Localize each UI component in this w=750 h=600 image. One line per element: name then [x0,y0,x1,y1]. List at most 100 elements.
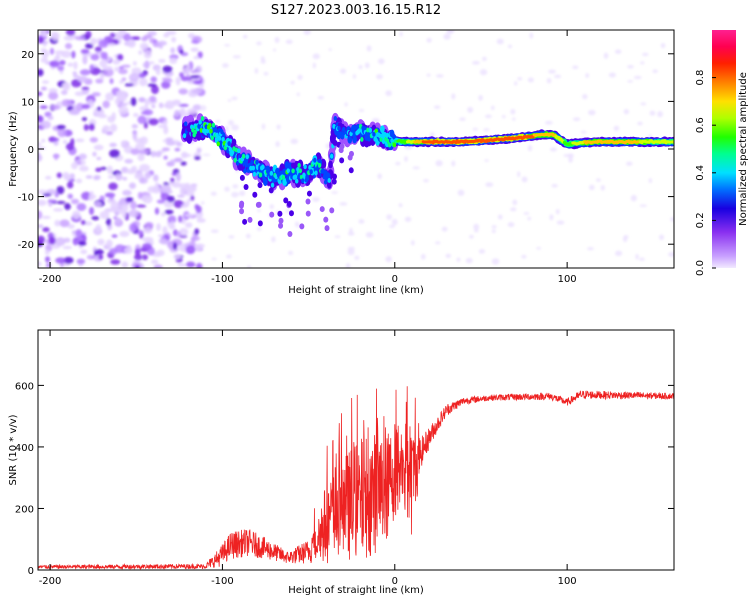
spectrogram-noise-blob [276,124,281,130]
spectrogram-noise-blob [180,76,190,82]
spectrogram-ridge-cell [202,128,206,134]
spectrogram-ridge-cell [278,222,284,229]
spectrogram-ridge-cell [235,160,240,166]
spectrogram-noise-blob [198,84,204,89]
spectrogram-noise-blob [642,52,649,57]
spectrogram-noise-blob [622,236,628,243]
spectrogram-noise-blob [582,94,588,100]
spectrogram-noise-blob [231,191,239,198]
spectrogram-ridge-cell [338,147,344,154]
spectrogram-ridge-cell [308,164,312,170]
spectrogram-noise-blob [377,58,385,65]
spectrogram-x-axis-label: Height of straight line (km) [288,285,424,296]
spectrogram-noise-blob [596,178,601,182]
spectrogram-noise-blob [257,209,261,213]
spectrogram-noise-blob [426,37,432,43]
spectrogram-ridge-cell [309,169,313,175]
spectrogram-noise-blob [88,196,94,201]
spectrogram-noise-blob [96,156,102,161]
spectrogram-noise-blob [110,259,121,265]
spectrogram-noise-blob [637,121,643,126]
spectrogram-noise-blob [179,186,184,196]
spectrogram-noise-blob [134,254,143,261]
spectrogram-noise-blob [143,122,148,129]
spectrogram-noise-blob [167,215,177,224]
spectrogram-noise-blob [630,194,637,202]
spectrogram-noise-blob [57,128,67,138]
spectrogram-ridge-cell [323,216,329,223]
spectrogram-noise-blob [48,236,56,245]
spectrogram-noise-blob [141,254,149,261]
spectrogram-noise-blob [139,42,149,51]
spectrogram-noise-blob [484,159,489,162]
spectrogram-ridge-cell [278,217,284,224]
spectrogram-noise-blob [185,245,196,255]
spectrogram-ridge-cell [337,125,341,131]
spectrogram-noise-blob [157,124,168,129]
spectrogram-noise-blob [156,223,161,231]
spectrogram-noise-blob [172,242,178,250]
spectrogram-noise-blob [478,95,483,101]
spectrogram-noise-blob [623,109,630,115]
spectrogram-noise-blob [231,124,239,131]
spectrogram-noise-blob [640,61,645,65]
spectrogram-noise-blob [497,214,503,220]
spectrogram-noise-blob [183,184,192,191]
spectrogram-ridge-cell [297,162,301,168]
spectrogram-noise-blob [80,249,88,255]
spectrogram-ridge-cell [258,172,263,178]
spectrogram-noise-blob [98,254,104,260]
spectrogram-x-tick-label: -200 [39,274,62,285]
spectrogram-noise-blob [626,161,633,166]
spectrogram-noise-blob [118,68,128,75]
colorbar-tick-label: 0.0 [695,260,706,276]
spectrogram-noise-blob [391,218,398,226]
spectrogram-noise-blob [121,261,129,268]
spectrogram-ridge-cell [287,231,293,238]
spectrogram-ridge-cell [373,136,377,142]
spectrogram-noise-blob [331,191,338,194]
spectrogram-noise-blob [154,207,160,215]
spectrogram-ridge-cell [357,128,362,134]
spectrogram-noise-blob [110,201,120,211]
spectrogram-noise-blob [451,160,456,167]
spectrogram-noise-blob [79,69,91,76]
spectrogram-noise-blob [90,37,97,45]
snr-y-ticks: 0 200 400 600 [15,381,674,577]
spectrogram-noise-blob [94,46,102,53]
snr-x-ticks: -200 -100 0 100 [39,330,577,587]
spectrogram-noise-blob [115,217,121,224]
spectrogram-noise-blob [105,239,113,248]
spectrogram-ridge-cell [326,180,332,189]
spectrogram-noise-blob [196,218,206,223]
spectrogram-noise-blob [181,153,192,157]
spectrogram-noise-blob [137,191,143,200]
spectrogram-noise-blob [231,96,238,101]
spectrogram-noise-blob [41,30,47,37]
spectrogram-noise-blob [133,112,139,118]
spectrogram-noise-blob [42,193,52,197]
spectrogram-ridge-cell [211,122,216,128]
spectrogram-ridge-cell [183,121,188,127]
spectrogram-noise-blob [160,184,172,193]
spectrogram-noise-blob [111,234,118,238]
spectrogram-noise-blob [128,209,139,218]
spectrogram-noise-blob [296,92,300,97]
spectrogram-noise-blob [191,184,197,192]
spectrogram-noise-blob [118,106,129,116]
spectrogram-noise-blob [222,63,229,68]
spectrogram-ridge-cell [210,135,214,141]
spectrogram-noise-blob [49,60,60,68]
spectrogram-ridge-cell [387,142,392,148]
spectrogram-ridge-cell [327,177,332,183]
spectrogram-ridge-cell [193,129,198,135]
spectrogram-ridge-cell [244,162,248,168]
spectrogram-noise-blob [124,158,134,164]
spectrogram-noise-blob [162,226,168,235]
spectrogram-noise-blob [72,74,80,79]
spectrogram-noise-blob [137,153,145,162]
spectrogram-noise-blob [261,123,266,130]
spectrogram-noise-blob [76,258,86,265]
spectrogram-ridge-cell [200,116,205,121]
spectrogram-noise-blob [190,47,199,52]
